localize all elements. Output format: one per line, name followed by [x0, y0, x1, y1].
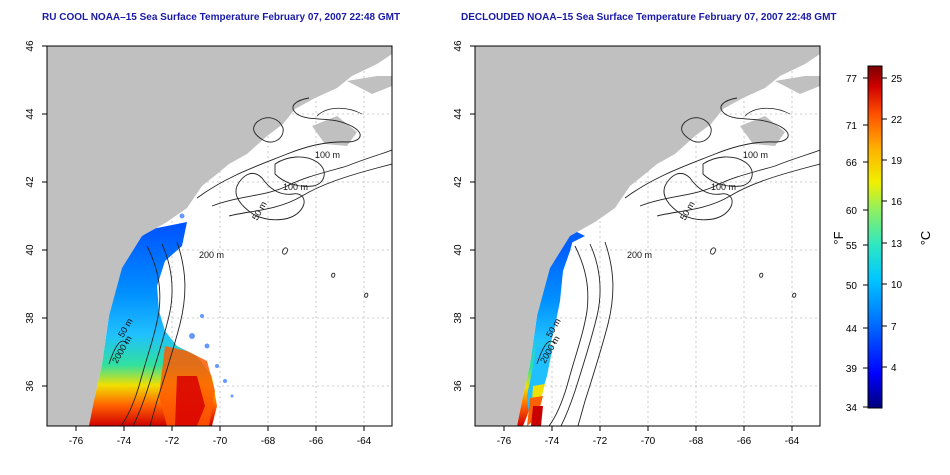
left-y-tick: 38 [25, 312, 36, 324]
f-tick: 77 [846, 74, 858, 85]
right-contour-label-100m: 100 m [711, 182, 736, 192]
right-y-tick: 44 [453, 108, 464, 120]
right-x-tick: -72 [593, 436, 608, 447]
left-x-tick: -76 [69, 436, 84, 447]
left-x-tick: -70 [213, 436, 228, 447]
right-x-tick: -68 [689, 436, 704, 447]
left-x-tick: -68 [261, 436, 276, 447]
f-tick: 44 [846, 324, 858, 335]
left-y-tick: 36 [25, 380, 36, 392]
right-y-tick: 46 [453, 40, 464, 52]
left-y-tick: 46 [25, 40, 36, 52]
c-tick: 22 [891, 115, 903, 126]
c-tick: 7 [891, 322, 897, 333]
right-x-tick: -74 [545, 436, 560, 447]
c-tick: 16 [891, 197, 903, 208]
celsius-unit-label: °C [918, 231, 933, 246]
left-contour-label-200m: 200 m [199, 250, 224, 260]
left-map-title: RU COOL NOAA–15 Sea Surface Temperature … [42, 12, 401, 23]
left-contour-label-100m-north: 100 m [315, 150, 340, 160]
right-x-tick: -76 [497, 436, 512, 447]
left-x-tick: -64 [357, 436, 372, 447]
left-map-panel: 100 m 100 m 50 m 200 m 50 m 2000 m -76 -… [25, 40, 393, 447]
right-x-tick: -66 [737, 436, 752, 447]
c-tick: 4 [891, 363, 897, 374]
f-tick: 60 [846, 206, 858, 217]
f-tick: 50 [846, 281, 858, 292]
fahrenheit-unit-label: °F [831, 231, 846, 244]
c-tick: 13 [891, 239, 903, 250]
left-contour-label-100m: 100 m [283, 182, 308, 192]
right-y-axis: 46 44 42 40 38 36 [453, 40, 464, 392]
right-map-title: DECLOUDED NOAA–15 Sea Surface Temperatur… [461, 12, 837, 23]
right-y-tick: 36 [453, 380, 464, 392]
left-y-axis: 46 44 42 40 38 36 [25, 40, 36, 392]
fahrenheit-ticks: 77 71 66 60 55 50 44 39 34 [846, 74, 858, 414]
left-x-tick: -72 [165, 436, 180, 447]
c-tick: 25 [891, 74, 903, 85]
left-y-tick: 40 [25, 244, 36, 256]
left-y-tick: 44 [25, 108, 36, 120]
right-x-tick: -70 [641, 436, 656, 447]
temperature-colorbar: 77 71 66 60 55 50 44 39 34 25 22 19 16 1… [831, 65, 933, 414]
f-tick: 66 [846, 158, 858, 169]
f-tick: 39 [846, 364, 858, 375]
left-x-tick: -74 [117, 436, 132, 447]
left-x-tick: -66 [309, 436, 324, 447]
left-y-tick: 42 [25, 176, 36, 188]
right-contour-label-100m-north: 100 m [743, 150, 768, 160]
f-tick: 55 [846, 241, 858, 252]
colorbar-ramp [867, 65, 883, 409]
c-tick: 10 [891, 280, 903, 291]
c-tick: 19 [891, 156, 903, 167]
celsius-ticks: 25 22 19 16 13 10 7 4 [891, 74, 903, 374]
left-x-axis: -76 -74 -72 -70 -68 -66 -64 [69, 436, 372, 447]
right-y-tick: 40 [453, 244, 464, 256]
right-y-tick: 42 [453, 176, 464, 188]
right-x-tick: -64 [785, 436, 800, 447]
right-x-axis: -76 -74 -72 -70 -68 -66 -64 [497, 436, 800, 447]
f-tick: 71 [846, 121, 858, 132]
f-tick: 34 [846, 403, 858, 414]
right-map-panel: 100 m 100 m 50 m 200 m 50 m 2000 m -76 -… [453, 40, 821, 447]
right-y-tick: 38 [453, 312, 464, 324]
right-contour-label-200m: 200 m [627, 250, 652, 260]
